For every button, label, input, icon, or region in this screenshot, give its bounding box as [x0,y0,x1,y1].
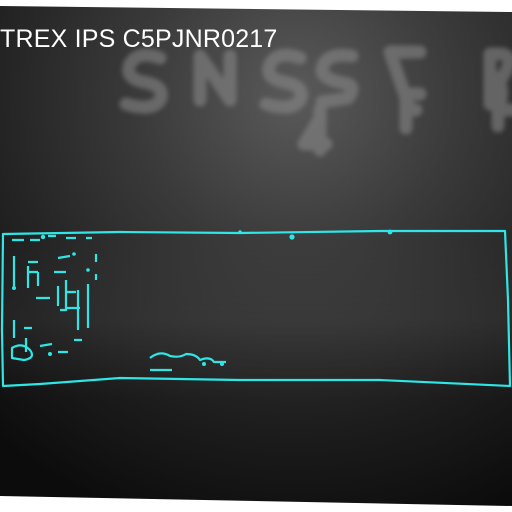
detection-outline [0,229,512,388]
detection-outline-specks [12,229,393,366]
scan-id-label: TREX IPS C5PJNR0217 [0,25,278,53]
film-light-band [0,240,512,400]
mirrored-embossed-lettering [119,45,512,157]
